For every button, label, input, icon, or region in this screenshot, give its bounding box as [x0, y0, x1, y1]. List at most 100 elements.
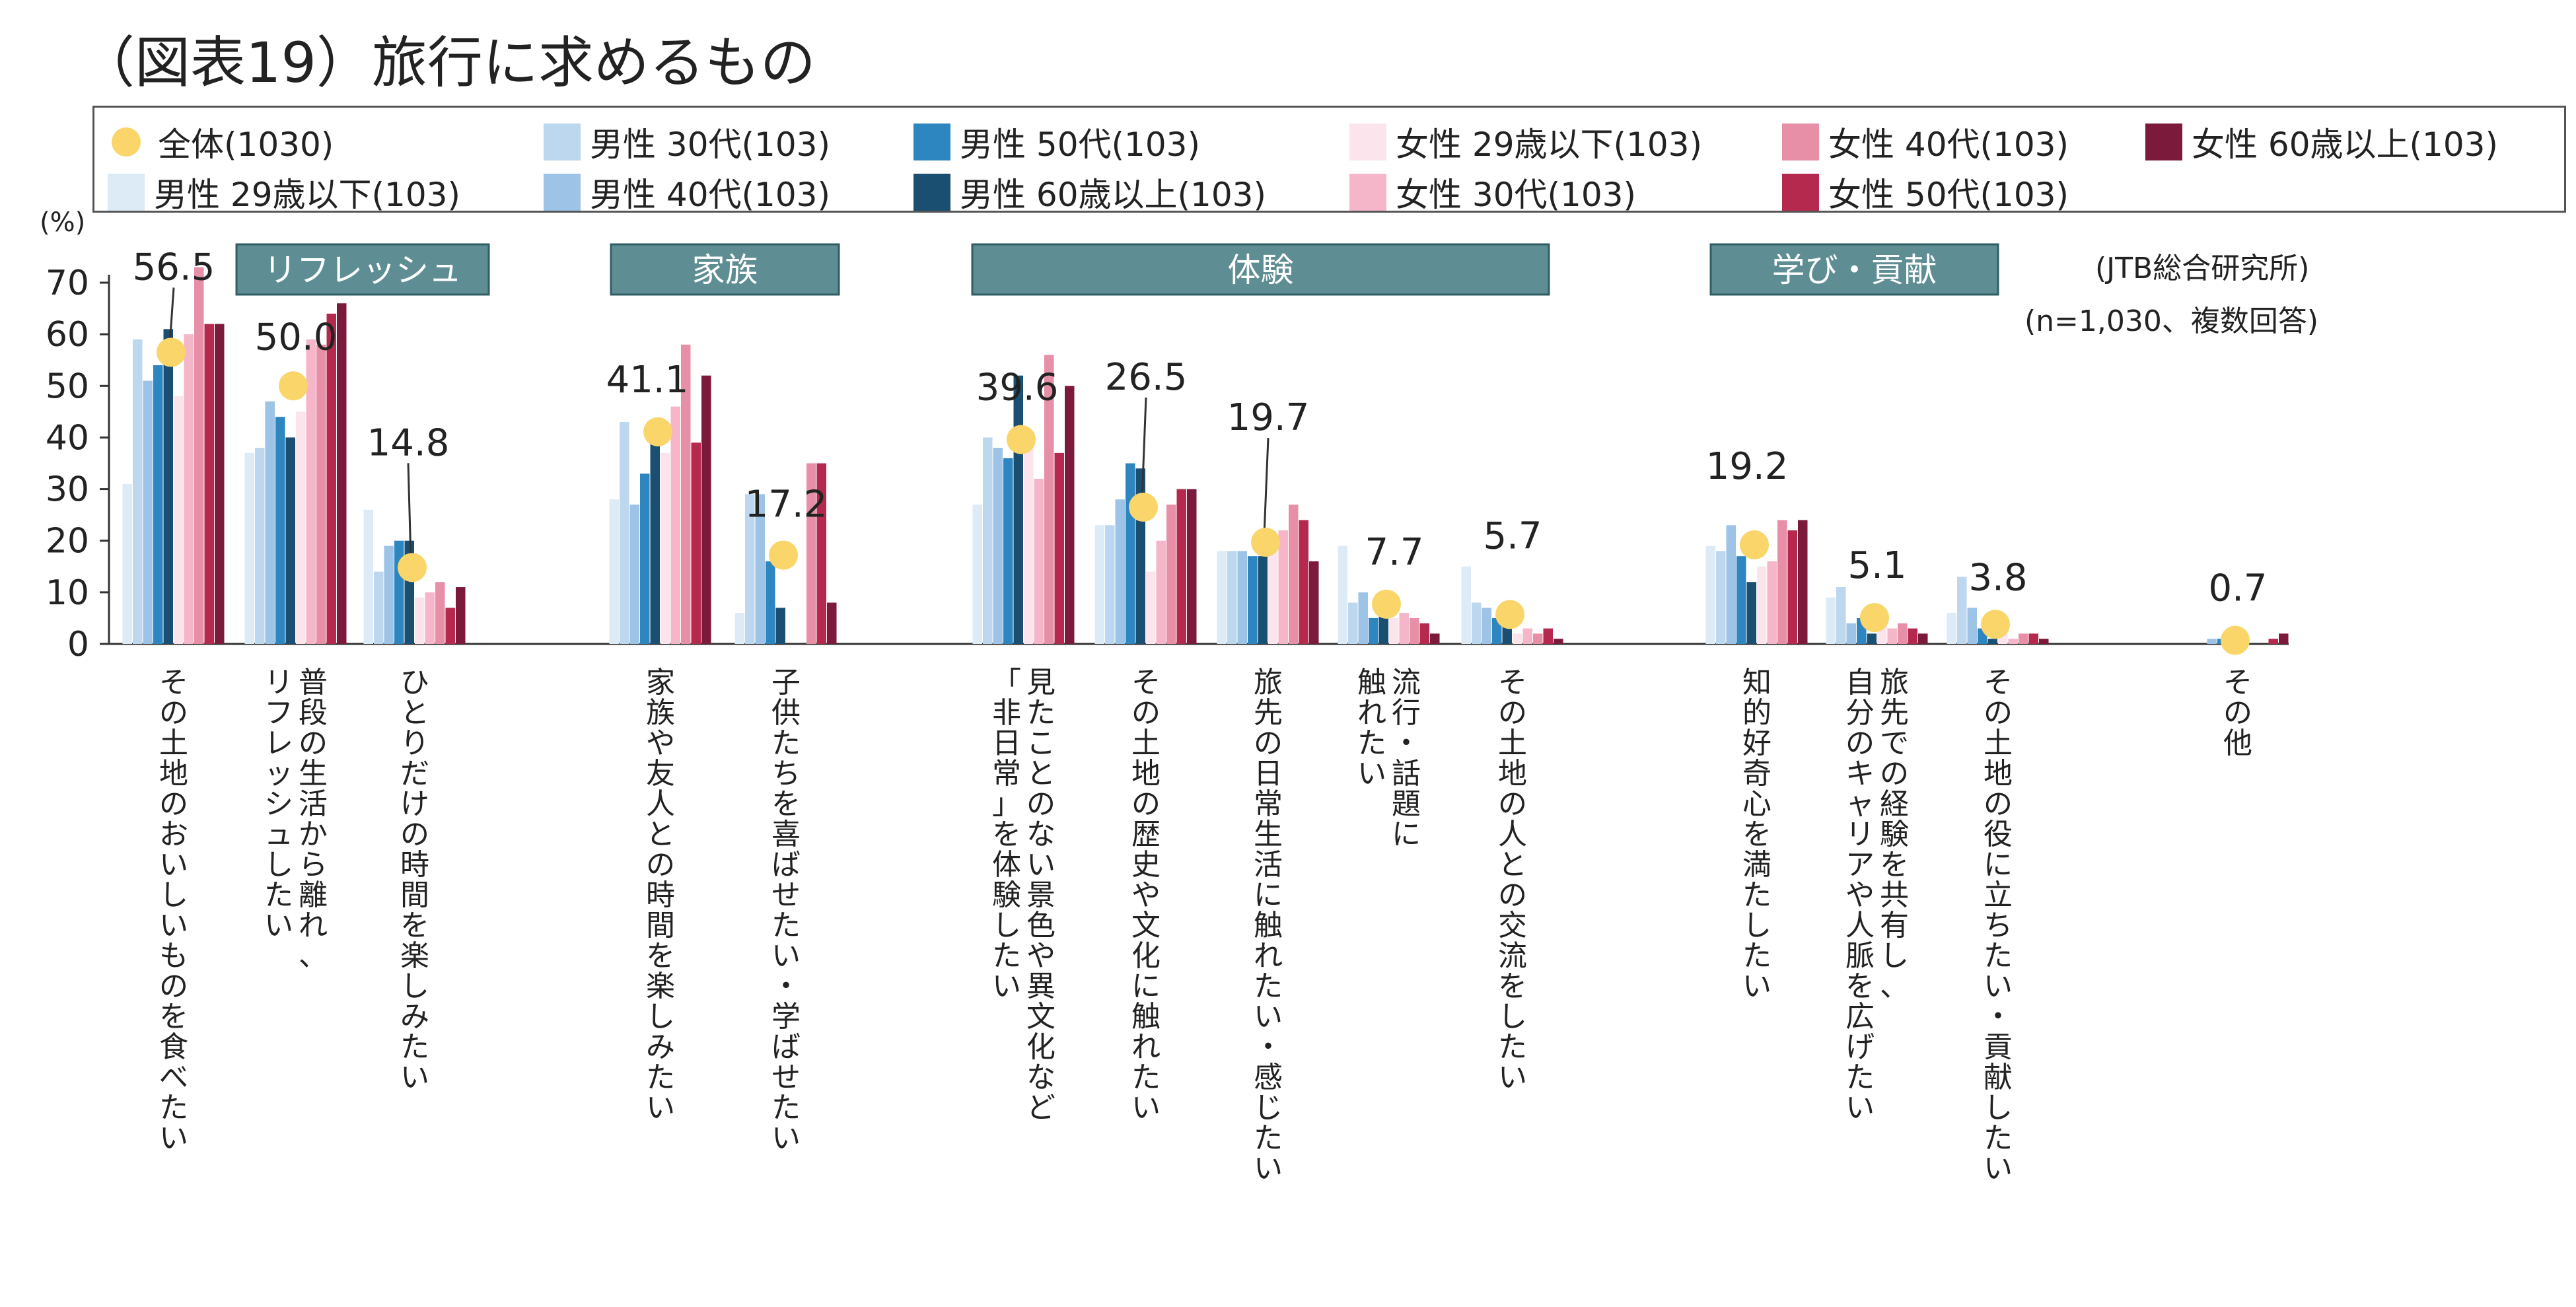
- data-label: 39.6: [976, 367, 1059, 409]
- category-label-char: 離: [299, 878, 328, 912]
- bar: [184, 334, 194, 644]
- category-label-char: を: [646, 939, 675, 973]
- category-label-char: い: [1254, 1000, 1283, 1034]
- bar: [1987, 639, 1997, 644]
- category-label-char: 友: [646, 757, 675, 791]
- category-label-char: ュ: [264, 818, 293, 851]
- category-label-char: 生: [299, 757, 328, 791]
- category-label-char: い: [159, 848, 188, 882]
- category-label-char: い: [400, 1061, 429, 1094]
- group-header-label: 体験: [1228, 251, 1294, 289]
- category-label-char: ち: [771, 757, 801, 791]
- category-label-char: 人: [646, 787, 675, 821]
- category-label-char: い: [771, 939, 801, 973]
- bar: [1492, 618, 1502, 644]
- category-label-char: キ: [1845, 757, 1875, 791]
- category-label-char: た: [1498, 1030, 1527, 1064]
- category-label-char: 常: [992, 757, 1021, 791]
- legend-item: 女性 40代(103): [1782, 118, 2069, 166]
- data-label: 50.0: [255, 316, 338, 359]
- category-label-char: の: [159, 696, 188, 730]
- legend-swatch: [2145, 124, 2182, 160]
- group-header-box: [971, 243, 1550, 296]
- legend-label: 男性 60歳以上(103): [960, 176, 1266, 214]
- category-label-char: 土: [1498, 726, 1527, 760]
- category-label-char: し: [992, 909, 1021, 942]
- category-label-char: い: [1984, 970, 2013, 1003]
- overall-dot: [279, 371, 308, 401]
- category-label-char: 族: [646, 696, 675, 730]
- category-label-char: な: [1026, 818, 1055, 851]
- category-label-char: い: [159, 909, 188, 942]
- bar: [2028, 633, 2038, 644]
- bar: [1237, 551, 1247, 644]
- bar: [143, 380, 153, 644]
- category-label-char: 文: [1131, 909, 1161, 942]
- group-header-box: [1709, 243, 1999, 296]
- category-label-char: や: [1026, 939, 1055, 973]
- bar: [640, 474, 650, 644]
- category-label-char: れ: [1131, 1030, 1161, 1064]
- y-tick-label: 60: [46, 315, 89, 355]
- bar: [1176, 489, 1186, 644]
- overall-dot: [1251, 528, 1280, 557]
- category-label-char: 先: [1254, 696, 1283, 730]
- bar: [661, 452, 670, 644]
- sample-note: (n=1,030、複数回答): [2024, 304, 2319, 338]
- data-label: 14.8: [367, 421, 450, 464]
- category-label-char: の: [1498, 787, 1527, 821]
- bar: [734, 613, 744, 644]
- bar: [1826, 597, 1836, 644]
- category-label-char: 学: [771, 1000, 801, 1034]
- category-label-char: 献: [1984, 1061, 2013, 1094]
- bar: [1358, 592, 1368, 644]
- category-label-char: 脈: [1845, 939, 1875, 973]
- category-label-char: 土: [1131, 726, 1161, 760]
- category-label-char: を: [771, 787, 801, 821]
- category-label-char: 知: [1742, 666, 1771, 699]
- bar: [1187, 489, 1197, 644]
- category-label-char: の: [400, 818, 429, 851]
- category-label-char: 自: [1845, 666, 1875, 699]
- legend-item: 男性 60歳以上(103): [913, 168, 1266, 216]
- bar: [1166, 505, 1176, 644]
- category-label-char: し: [1984, 1091, 2013, 1125]
- category-label-char: そ: [1131, 666, 1161, 699]
- category-label-char: 感: [1254, 1061, 1283, 1094]
- category-label-char: ば: [771, 1030, 801, 1064]
- bar: [2279, 633, 2289, 644]
- bar: [1513, 633, 1522, 644]
- category-label-char: 楽: [400, 939, 429, 973]
- category-label-char: 話: [1392, 757, 1421, 791]
- category-label-char: 子: [771, 666, 801, 699]
- category-label-char: 家: [646, 666, 675, 699]
- bar: [415, 597, 425, 644]
- category-label-char: い: [1845, 1091, 1875, 1125]
- category-label-char: 役: [1984, 818, 2013, 851]
- category-label-char: し: [159, 878, 188, 912]
- legend-item: 男性 29歳以下(103): [108, 168, 460, 216]
- category-label-char: 「: [992, 666, 1021, 699]
- category-label-char: 地: [1498, 757, 1527, 791]
- category-label-char: い: [1498, 1061, 1527, 1094]
- category-label-char: と: [646, 818, 675, 851]
- category-label-char: の: [1131, 787, 1161, 821]
- category-label-char: た: [771, 909, 801, 942]
- category-label-char: れ: [1254, 939, 1283, 973]
- category-label-char: リ: [264, 666, 293, 699]
- data-label: 5.7: [1483, 514, 1542, 557]
- bar: [374, 571, 384, 644]
- category-label-char: 普: [299, 666, 328, 699]
- overall-dot: [1129, 492, 1158, 522]
- bar: [701, 375, 711, 644]
- category-label-char: と: [1026, 757, 1055, 791]
- legend-item: 女性 60歳以上(103): [2145, 118, 2498, 166]
- category-label-char: ア: [1845, 848, 1875, 882]
- bar: [153, 365, 163, 644]
- category-label-char: の: [1984, 787, 2013, 821]
- category-label-char: 経: [1880, 787, 1909, 821]
- legend-label: 男性 30代(103): [590, 125, 830, 164]
- bar: [1482, 608, 1491, 644]
